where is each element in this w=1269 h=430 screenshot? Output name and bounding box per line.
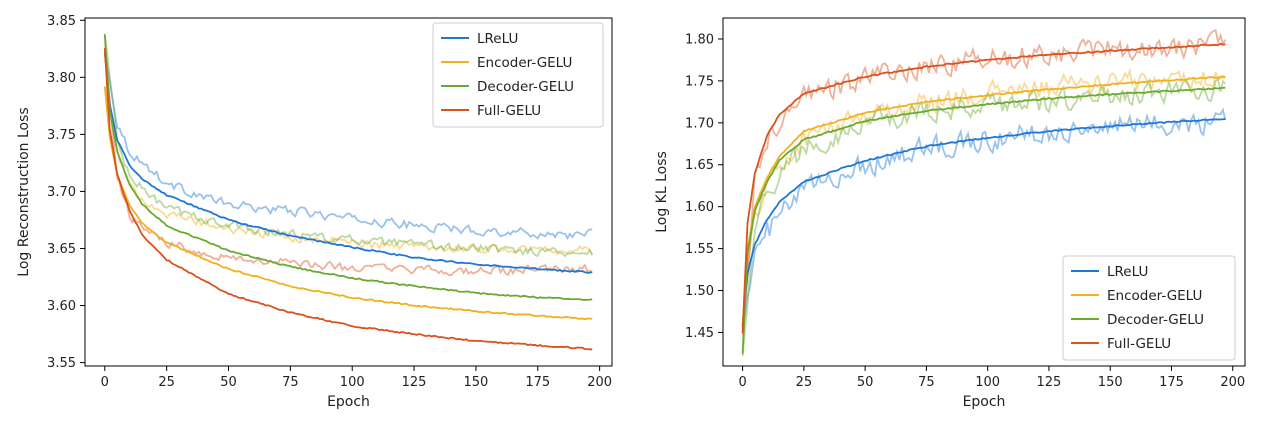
x-axis-label: Epoch <box>963 394 1006 410</box>
series-line-decoder-gelu <box>741 86 1226 354</box>
series-line-encoder-gelu <box>741 75 1226 327</box>
x-tick-label: 25 <box>796 375 813 390</box>
x-tick-label: 100 <box>340 375 365 390</box>
y-tick-label: 3.80 <box>47 71 76 86</box>
legend-label: Decoder-GELU <box>477 79 574 95</box>
y-tick-label: 1.80 <box>685 32 714 47</box>
x-tick-label: 0 <box>738 375 746 390</box>
x-tick-label: 175 <box>1159 375 1184 390</box>
legend-label: Encoder-GELU <box>477 55 572 71</box>
x-tick-label: 100 <box>975 375 1000 390</box>
series-line-lrelu <box>741 118 1226 325</box>
x-tick-label: 50 <box>857 375 874 390</box>
series-line-encoder-gelu <box>103 86 593 321</box>
x-tick-label: 200 <box>1220 375 1245 390</box>
y-tick-label: 1.50 <box>685 284 714 299</box>
legend: LReLU Encoder-GELU Decoder-GELU Full-GELU <box>432 22 604 128</box>
y-axis-label: Log Reconstruction Loss <box>16 107 32 276</box>
y-tick-label: 1.70 <box>685 116 714 131</box>
legend-label: Decoder-GELU <box>1107 312 1204 328</box>
series-group <box>103 33 594 351</box>
series-line-decoder-gelu <box>103 34 593 301</box>
legend-label: Full-GELU <box>477 103 541 119</box>
chart-panel-2: 0 25 50 75 100 125 150 175 200 1.45 1.50 1.55 1.60 1.… <box>654 17 1246 410</box>
x-tick-label: 0 <box>101 375 109 390</box>
y-tick-label: 1.45 <box>685 326 714 341</box>
series-raw-encoder-gelu <box>103 85 593 256</box>
series-line-lrelu <box>103 52 593 274</box>
x-tick-label: 25 <box>158 375 175 390</box>
x-tick-label: 75 <box>918 375 935 390</box>
x-tick-label: 75 <box>282 375 299 390</box>
legend-box <box>1062 255 1236 361</box>
series-line-full-gelu <box>741 42 1226 333</box>
legend-label: LReLU <box>1107 264 1148 280</box>
axes-frame <box>84 17 613 367</box>
series-group <box>741 28 1227 357</box>
series-line-full-gelu <box>103 47 593 351</box>
y-tick-label: 3.60 <box>47 299 76 314</box>
legend-box <box>432 22 604 128</box>
x-tick-label: 125 <box>402 375 427 390</box>
legend: LReLU Encoder-GELU Decoder-GELU Full-GELU <box>1062 255 1236 361</box>
series-raw-decoder-gelu <box>741 77 1227 357</box>
y-tick-label: 3.75 <box>47 128 76 143</box>
x-tick-label: 125 <box>1037 375 1062 390</box>
y-tick-label: 3.55 <box>47 356 76 371</box>
x-tick-label: 175 <box>525 375 550 390</box>
y-tick-label: 3.65 <box>47 242 76 257</box>
x-tick-label: 200 <box>587 375 612 390</box>
series-raw-lrelu <box>741 107 1227 328</box>
y-axis-label: Log KL Loss <box>654 151 670 233</box>
series-raw-full-gelu <box>741 28 1227 336</box>
series-raw-full-gelu <box>103 47 593 277</box>
x-tick-label: 150 <box>464 375 489 390</box>
series-raw-decoder-gelu <box>103 33 594 258</box>
x-tick-label: 150 <box>1098 375 1123 390</box>
legend-label: LReLU <box>477 31 518 47</box>
x-axis-label: Epoch <box>327 394 370 410</box>
axes-frame <box>722 17 1246 367</box>
chart-panel-1: 0 25 50 75 100 125 150 175 200 3.55 3.60 3.65 3.70 3.… <box>16 14 613 410</box>
legend-label: Encoder-GELU <box>1107 288 1202 304</box>
y-tick-label: 1.60 <box>685 200 714 215</box>
x-tick-label: 50 <box>220 375 237 390</box>
y-tick-label: 3.85 <box>47 14 76 29</box>
y-tick-label: 1.75 <box>685 74 714 89</box>
legend-label: Full-GELU <box>1107 336 1171 352</box>
y-tick-label: 1.55 <box>685 242 714 257</box>
y-tick-label: 1.65 <box>685 158 714 173</box>
series-raw-lrelu <box>103 51 593 240</box>
y-tick-label: 3.70 <box>47 185 76 200</box>
